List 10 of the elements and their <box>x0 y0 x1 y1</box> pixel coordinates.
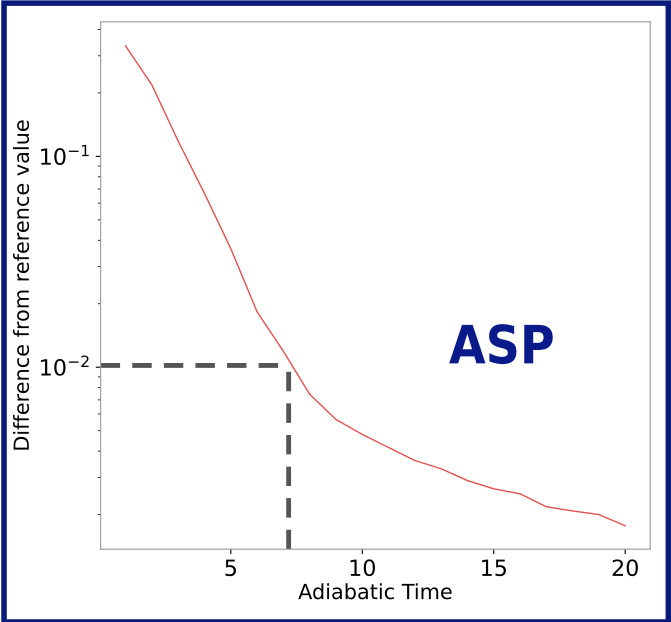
x-tick-label: 5 <box>225 560 236 576</box>
x-tick-label: 10 <box>350 559 375 576</box>
y-axis-title: Difference from reference value <box>12 120 30 450</box>
line-series <box>124 45 626 526</box>
x-tick-label: 15 <box>482 560 506 576</box>
y-tick-label: 10$^{−1}$ <box>41 144 89 165</box>
annotation: ASP <box>449 324 553 364</box>
y-tick-label: 10$^{−2}$ <box>41 355 89 376</box>
x-axis-title: Adiabatic Time <box>298 583 452 600</box>
x-tick-label: 20 <box>612 559 638 576</box>
